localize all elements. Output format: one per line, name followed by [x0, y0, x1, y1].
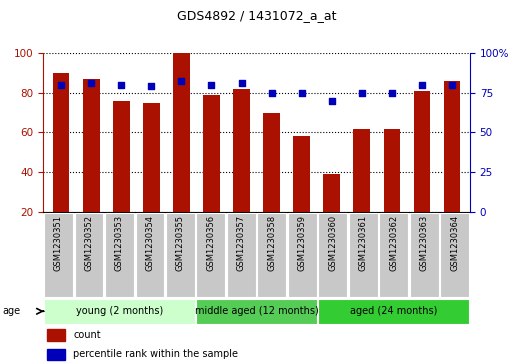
FancyBboxPatch shape — [166, 213, 195, 297]
Text: count: count — [73, 330, 101, 340]
FancyBboxPatch shape — [319, 213, 347, 297]
Text: percentile rank within the sample: percentile rank within the sample — [73, 349, 238, 359]
Text: GSM1230357: GSM1230357 — [237, 215, 246, 271]
FancyBboxPatch shape — [227, 213, 256, 297]
FancyBboxPatch shape — [197, 213, 225, 297]
FancyBboxPatch shape — [105, 213, 134, 297]
FancyBboxPatch shape — [349, 213, 377, 297]
FancyBboxPatch shape — [410, 213, 438, 297]
Text: age: age — [3, 306, 21, 317]
FancyBboxPatch shape — [288, 213, 316, 297]
Text: young (2 months): young (2 months) — [76, 306, 163, 316]
Point — [147, 83, 155, 89]
Text: GSM1230355: GSM1230355 — [176, 215, 185, 271]
Text: GSM1230361: GSM1230361 — [359, 215, 368, 271]
Bar — [173, 53, 189, 212]
Point — [207, 82, 215, 87]
FancyBboxPatch shape — [440, 213, 469, 297]
Bar — [293, 136, 310, 212]
Text: GSM1230364: GSM1230364 — [450, 215, 459, 271]
Point — [418, 82, 426, 87]
Text: GSM1230359: GSM1230359 — [298, 215, 307, 271]
Text: GDS4892 / 1431072_a_at: GDS4892 / 1431072_a_at — [177, 9, 336, 22]
Text: GSM1230356: GSM1230356 — [206, 215, 215, 271]
Text: GSM1230358: GSM1230358 — [267, 215, 276, 271]
Bar — [47, 348, 65, 360]
Point — [388, 90, 396, 95]
Bar — [263, 113, 280, 212]
FancyBboxPatch shape — [44, 299, 195, 324]
Text: middle aged (12 months): middle aged (12 months) — [195, 306, 319, 316]
FancyBboxPatch shape — [196, 299, 317, 324]
FancyBboxPatch shape — [258, 213, 286, 297]
Point — [328, 98, 336, 103]
Bar — [414, 90, 430, 212]
Bar — [233, 89, 250, 212]
Text: GSM1230362: GSM1230362 — [389, 215, 398, 271]
Bar — [47, 330, 65, 341]
Text: GSM1230352: GSM1230352 — [84, 215, 93, 271]
Text: GSM1230363: GSM1230363 — [420, 215, 429, 271]
Text: GSM1230360: GSM1230360 — [328, 215, 337, 271]
FancyBboxPatch shape — [318, 299, 469, 324]
Point — [57, 82, 65, 87]
Point — [117, 82, 125, 87]
Bar — [203, 95, 220, 212]
Point — [448, 82, 456, 87]
Text: GSM1230354: GSM1230354 — [145, 215, 154, 271]
FancyBboxPatch shape — [379, 213, 408, 297]
Bar — [83, 78, 100, 212]
Text: GSM1230353: GSM1230353 — [115, 215, 124, 271]
Bar — [384, 129, 400, 212]
Bar — [113, 101, 130, 212]
Point — [298, 90, 306, 95]
Point — [237, 80, 245, 86]
Text: aged (24 months): aged (24 months) — [350, 306, 437, 316]
FancyBboxPatch shape — [44, 213, 73, 297]
FancyBboxPatch shape — [75, 213, 103, 297]
Text: GSM1230351: GSM1230351 — [54, 215, 63, 271]
Point — [268, 90, 276, 95]
Bar — [143, 102, 160, 212]
Point — [358, 90, 366, 95]
Bar — [324, 175, 340, 212]
Point — [87, 80, 96, 86]
Point — [177, 78, 185, 84]
Bar — [354, 129, 370, 212]
FancyBboxPatch shape — [136, 213, 164, 297]
Bar — [443, 81, 460, 212]
Bar — [53, 73, 70, 212]
